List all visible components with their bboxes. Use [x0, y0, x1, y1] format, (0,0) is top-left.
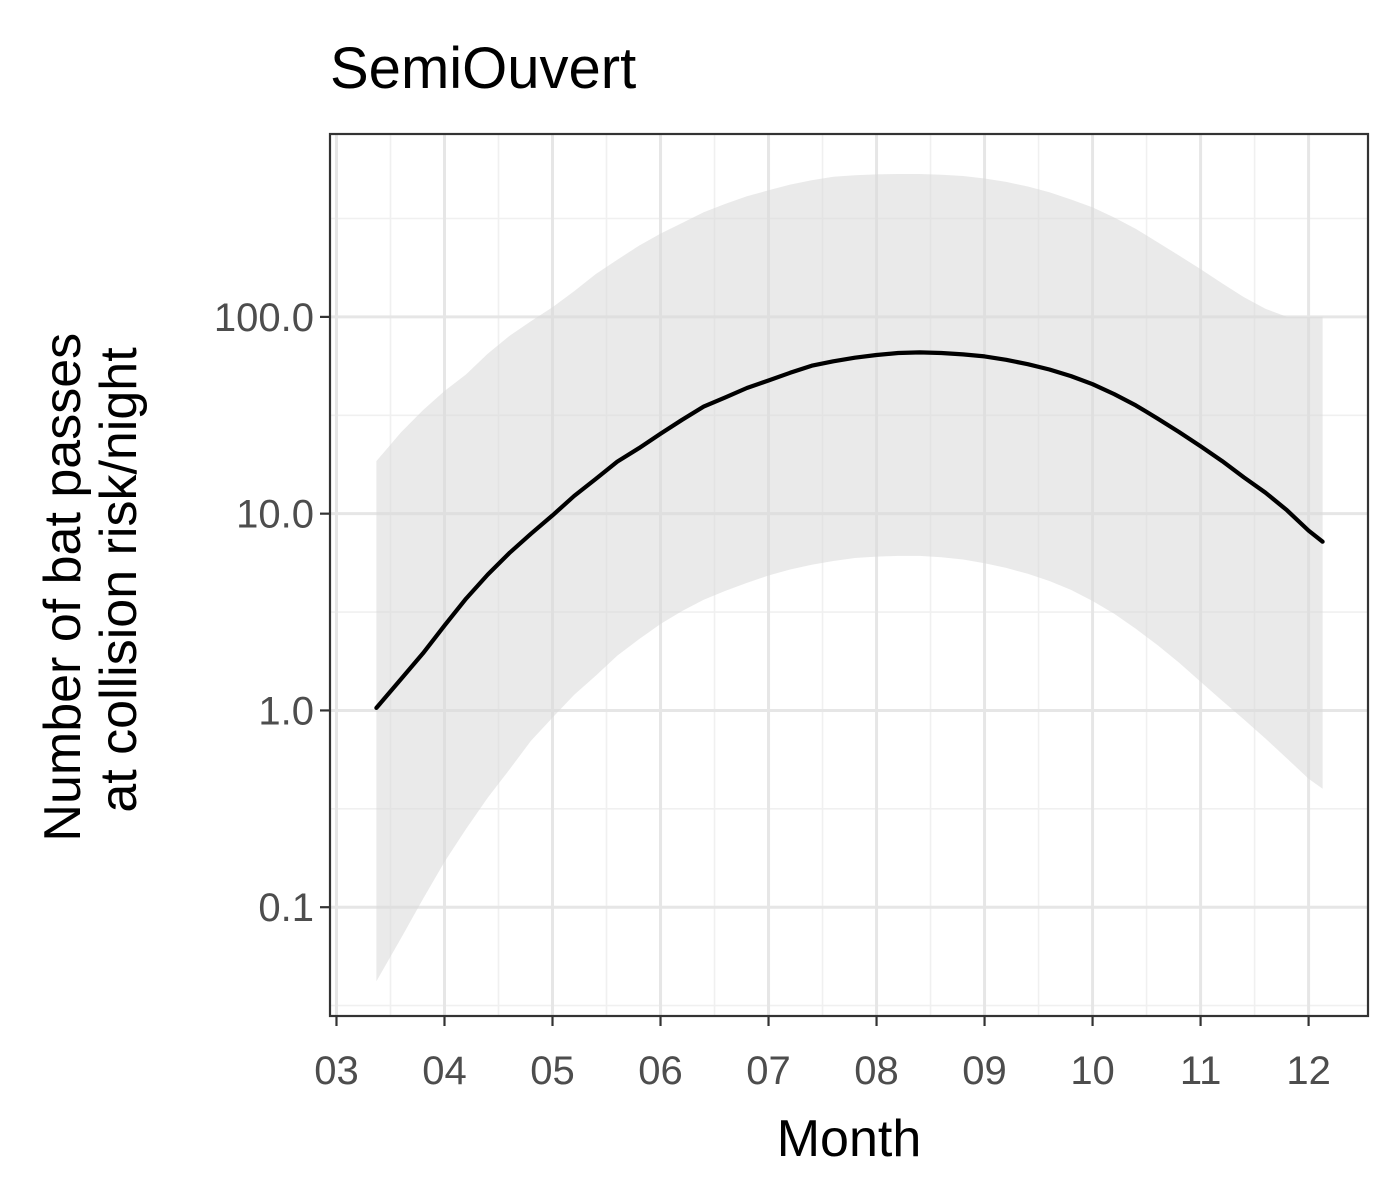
y-axis: 0.1 1.0 10.0 100.0 [214, 296, 330, 930]
y-tick-label: 100.0 [214, 296, 314, 340]
y-tick-label: 0.1 [258, 886, 314, 930]
panel-border [328, 132, 1370, 1018]
fitted-line [374, 350, 1325, 710]
x-tick-label: 05 [530, 1049, 575, 1093]
y-axis-title: Number of bat passes at collision risk/n… [34, 318, 148, 841]
x-tick-label: 08 [854, 1049, 899, 1093]
chart-title: SemiOuvert [330, 36, 636, 101]
x-tick-label: 09 [962, 1049, 1007, 1093]
y-tick-label: 10.0 [236, 493, 314, 537]
x-tick-label: 10 [1070, 1049, 1115, 1093]
x-tick-label: 07 [746, 1049, 791, 1093]
plot-panel [328, 132, 1370, 1018]
x-tick-label: 03 [314, 1049, 359, 1093]
y-axis-title-line-1: Number of bat passes [34, 333, 92, 842]
confidence-band [376, 174, 1323, 982]
x-tick-label: 12 [1286, 1049, 1331, 1093]
x-axis-title: Month [777, 1110, 922, 1168]
x-axis: 03 04 05 06 07 08 09 10 11 12 [314, 1016, 1331, 1093]
x-tick-label: 04 [422, 1049, 467, 1093]
x-tick-label: 11 [1180, 1049, 1222, 1093]
y-tick-label: 1.0 [258, 689, 314, 733]
y-axis-title-line-2: at collision risk/night [90, 347, 148, 813]
x-tick-label: 06 [638, 1049, 683, 1093]
